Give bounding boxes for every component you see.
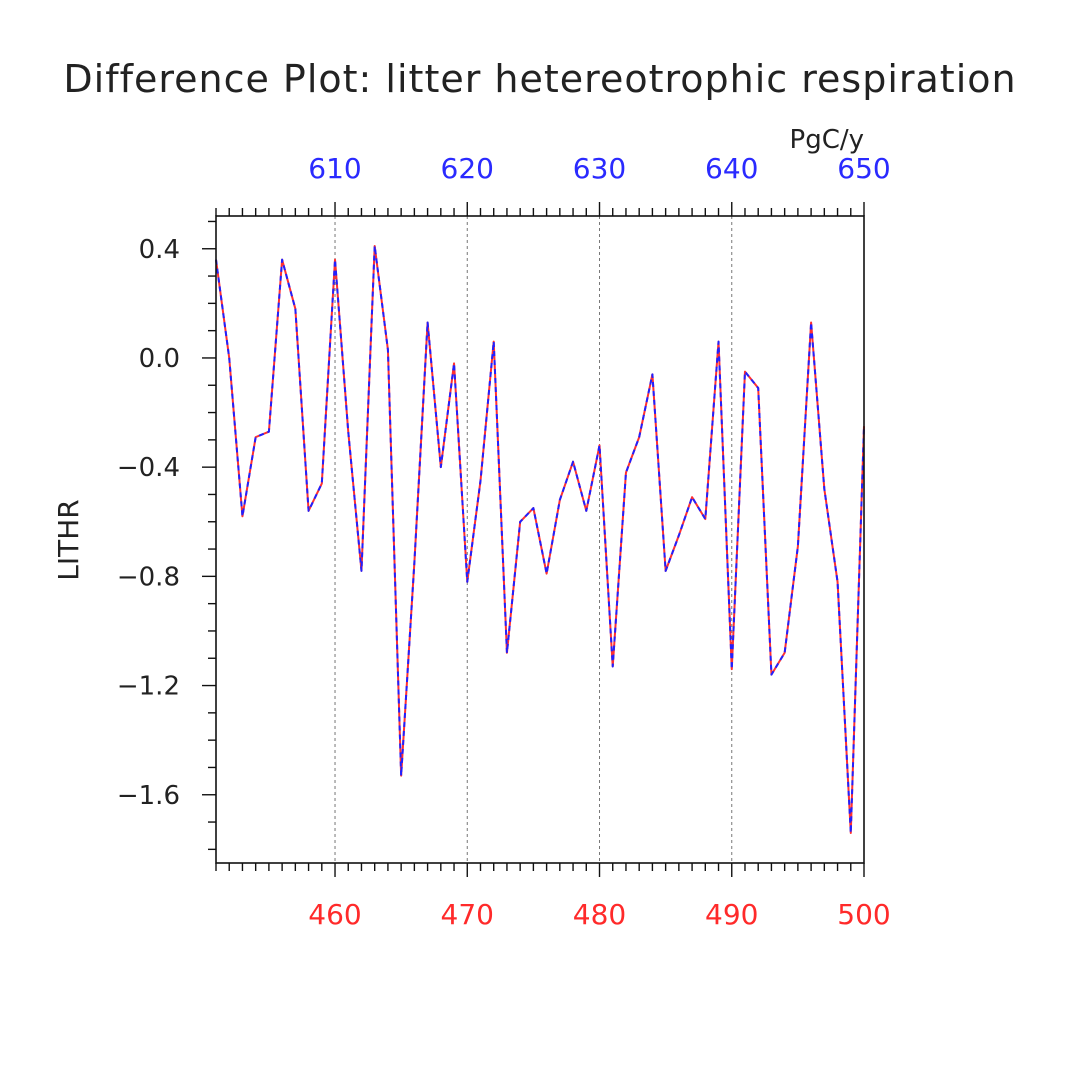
x-bottom-tick-label: 470 bbox=[441, 898, 494, 931]
y-tick-label: −1.2 bbox=[117, 672, 180, 702]
chart-title: Difference Plot: litter hetereotrophic r… bbox=[63, 57, 1016, 101]
x-top-tick-label: 650 bbox=[837, 152, 890, 185]
axis-ticks bbox=[202, 202, 865, 877]
series-line-2 bbox=[215, 245, 865, 834]
y-tick-label: −0.8 bbox=[117, 562, 180, 592]
y-tick-label: 0.0 bbox=[139, 344, 180, 374]
x-bottom-tick-label: 490 bbox=[705, 898, 758, 931]
x-top-tick-label: 620 bbox=[441, 152, 494, 185]
y-tick-label: −1.6 bbox=[117, 781, 180, 811]
x-top-tick-label: 630 bbox=[573, 152, 626, 185]
series-line-1 bbox=[215, 245, 865, 834]
units-label: PgC/y bbox=[790, 125, 864, 155]
x-bottom-tick-label: 460 bbox=[308, 898, 361, 931]
series-lines bbox=[215, 245, 865, 834]
plot-frame bbox=[215, 215, 865, 864]
tick-labels: 0.4 0.0 −0.4 −0.8 −1.2 −1.6 460 470 480 490 500 610… bbox=[117, 152, 891, 931]
x-bottom-tick-label: 480 bbox=[573, 898, 626, 931]
x-bottom-tick-label: 500 bbox=[837, 898, 890, 931]
y-axis-label: LITHR bbox=[52, 499, 85, 580]
x-top-tick-label: 640 bbox=[705, 152, 758, 185]
y-tick-label: 0.4 bbox=[139, 235, 180, 265]
x-top-tick-label: 610 bbox=[308, 152, 361, 185]
y-tick-label: −0.4 bbox=[117, 453, 180, 483]
